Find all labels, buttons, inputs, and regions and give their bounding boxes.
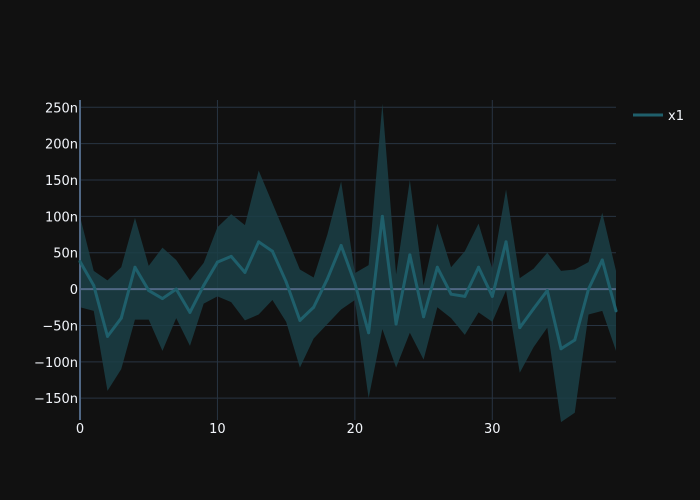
data-point[interactable] xyxy=(504,240,508,244)
x-tick-label: 0 xyxy=(76,422,84,437)
data-point[interactable] xyxy=(78,259,82,263)
data-point[interactable] xyxy=(298,318,302,322)
legend[interactable]: x1 xyxy=(633,109,684,124)
data-point[interactable] xyxy=(339,243,343,247)
x-tick-label: 30 xyxy=(484,422,501,437)
data-point[interactable] xyxy=(408,253,412,257)
data-point[interactable] xyxy=(490,294,494,298)
y-tick-label: −150n xyxy=(34,392,78,407)
data-point[interactable] xyxy=(215,260,219,264)
y-tick-label: 0 xyxy=(70,283,78,298)
data-point[interactable] xyxy=(133,265,137,269)
data-point[interactable] xyxy=(587,287,591,291)
data-point[interactable] xyxy=(202,283,206,287)
data-point[interactable] xyxy=(92,283,96,287)
data-point[interactable] xyxy=(394,322,398,326)
data-point[interactable] xyxy=(312,305,316,309)
data-point[interactable] xyxy=(573,338,577,342)
data-point[interactable] xyxy=(270,249,274,253)
data-point[interactable] xyxy=(284,280,288,284)
data-point[interactable] xyxy=(257,240,261,244)
y-tick-label: 50n xyxy=(53,247,78,262)
y-tick-label: −50n xyxy=(42,319,78,334)
data-point[interactable] xyxy=(188,310,192,314)
data-point[interactable] xyxy=(614,309,618,313)
data-point[interactable] xyxy=(119,316,123,320)
data-point[interactable] xyxy=(353,281,357,285)
data-point[interactable] xyxy=(422,315,426,319)
data-point[interactable] xyxy=(477,265,481,269)
data-point[interactable] xyxy=(229,254,233,258)
data-point[interactable] xyxy=(545,289,549,293)
y-tick-label: 100n xyxy=(45,210,78,225)
y-tick-label: 250n xyxy=(45,101,78,116)
x-tick-label: 20 xyxy=(347,422,364,437)
data-point[interactable] xyxy=(243,270,247,274)
data-point[interactable] xyxy=(435,265,439,269)
data-point[interactable] xyxy=(174,287,178,291)
y-tick-label: 150n xyxy=(45,174,78,189)
data-point[interactable] xyxy=(380,214,384,218)
data-point[interactable] xyxy=(367,331,371,335)
series-line-x1[interactable] xyxy=(78,214,618,351)
data-point[interactable] xyxy=(449,292,453,296)
data-point[interactable] xyxy=(463,294,467,298)
data-point[interactable] xyxy=(160,297,164,301)
legend-label-x1: x1 xyxy=(668,109,684,124)
x-tick-label: 10 xyxy=(209,422,226,437)
data-point[interactable] xyxy=(600,258,604,262)
data-point[interactable] xyxy=(105,334,109,338)
data-point[interactable] xyxy=(147,289,151,293)
x-axis-ticks: 0 10 20 30 xyxy=(76,422,501,437)
series-lines xyxy=(78,214,618,351)
data-point[interactable] xyxy=(325,277,329,281)
data-point[interactable] xyxy=(559,347,563,351)
y-axis-ticks: −150n −100n −50n 0 50n 100n 150n 200n 250n xyxy=(34,101,78,407)
data-points xyxy=(78,214,618,351)
data-point[interactable] xyxy=(532,307,536,311)
data-point[interactable] xyxy=(518,326,522,330)
y-tick-label: 200n xyxy=(45,138,78,153)
y-tick-label: −100n xyxy=(34,356,78,371)
